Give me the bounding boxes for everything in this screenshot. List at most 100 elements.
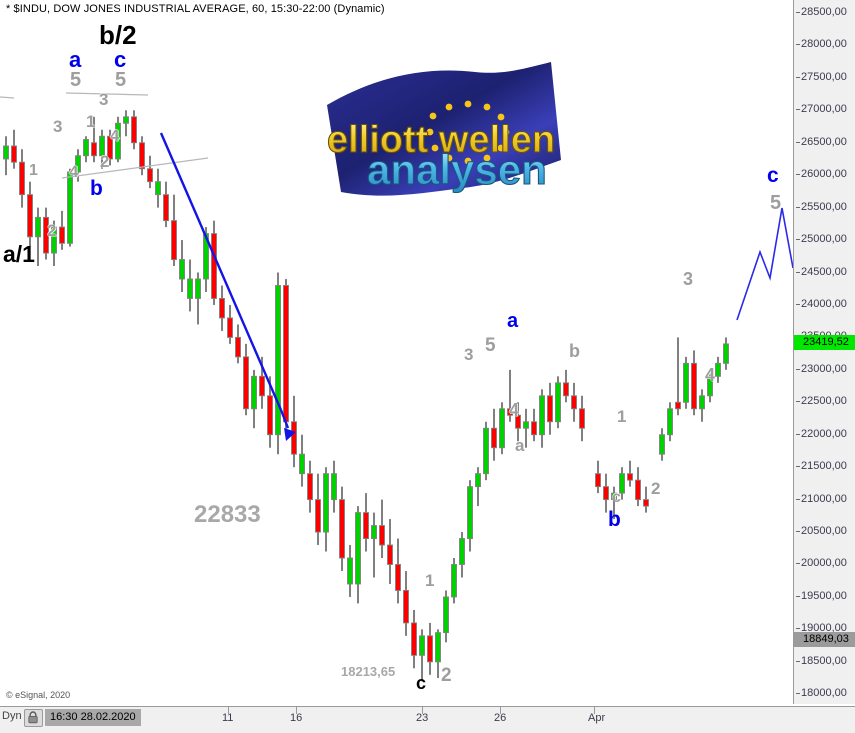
candle-body: [523, 421, 529, 429]
candle-body: [123, 116, 129, 124]
wave-label: c: [416, 673, 427, 693]
time-tick-label: 11: [222, 712, 234, 724]
wave-label: 1: [29, 162, 38, 179]
candle-body: [675, 401, 681, 410]
left-tick-line: [0, 96, 15, 99]
candle-body: [691, 362, 697, 410]
candle-body: [99, 135, 105, 157]
candle-body: [243, 356, 249, 410]
eu-stars: [426, 100, 510, 165]
time-tick-separator: [422, 707, 423, 714]
candle-body: [307, 473, 313, 501]
candle-body: [427, 635, 433, 663]
candlestick-canvas: [0, 92, 793, 682]
candle-body: [627, 473, 633, 481]
candle-body: [395, 564, 401, 591]
candle-body: [475, 473, 481, 488]
candle-body: [163, 194, 169, 222]
price-tick: 26000,00: [794, 168, 855, 182]
candle-body: [259, 375, 265, 397]
candle-body: [67, 171, 73, 244]
channel-lines: [0, 92, 209, 179]
copyright-notice: © eSignal, 2020: [6, 690, 71, 700]
price-tick: 22000,00: [794, 428, 855, 442]
time-tick-label: 26: [494, 712, 507, 724]
chart-plot-area[interactable]: elliott wellen analysen b/2 a c 5 5 3 3 1 4 1 4 2 b 2…: [0, 0, 793, 704]
candle-body: [707, 375, 713, 397]
candle-body: [635, 479, 641, 501]
last-price-tag: 23419,52: [794, 335, 855, 351]
wave-label: b: [569, 341, 580, 361]
time-axis[interactable]: 11 16 23 26 Apr: [0, 706, 855, 733]
candle-body: [179, 259, 185, 280]
wave-label: b/2: [99, 20, 137, 50]
lock-icon[interactable]: [24, 709, 43, 727]
time-tick-separator: [500, 707, 501, 714]
chart-title: * $INDU, DOW JONES INDUSTRIAL AVERAGE, 6…: [6, 3, 385, 15]
wave-label: 5: [115, 69, 127, 91]
candle-body: [11, 145, 17, 163]
price-tick: 19500,00: [794, 590, 855, 604]
wave-label: a: [507, 310, 519, 332]
candle-body: [91, 142, 97, 157]
candle-body: [203, 233, 209, 280]
candle-body: [35, 216, 41, 238]
secondary-price-value: 18849,03: [803, 632, 849, 645]
price-tick: 25000,00: [794, 233, 855, 247]
time-tick-label: 16: [290, 712, 303, 724]
price-tick: 21000,00: [794, 493, 855, 507]
price-tick: 25500,00: [794, 201, 855, 215]
candle-body: [555, 382, 561, 423]
logo-line1: elliott wellen: [327, 119, 555, 161]
price-tick: 27000,00: [794, 103, 855, 117]
candle-body: [387, 544, 393, 565]
candle-body: [619, 473, 625, 494]
wave-label: 2: [100, 152, 110, 171]
candle-body: [483, 427, 489, 475]
candle-body: [459, 538, 465, 565]
candle-body: [699, 395, 705, 410]
candle-body: [107, 135, 113, 160]
candle-body: [235, 336, 241, 358]
wave-label: 18213,65: [341, 664, 396, 679]
candle-body: [147, 168, 153, 183]
price-axis[interactable]: 28500,00 28000,00 27500,00 27000,00 26500,00…: [793, 0, 855, 704]
logo-line2: analysen: [367, 146, 547, 193]
candle-body: [571, 395, 577, 410]
wave-label: 4: [69, 162, 79, 181]
candle-body: [499, 408, 505, 449]
price-tick: 24000,00: [794, 298, 855, 312]
price-tick: 19000,00: [794, 622, 855, 636]
candle-body: [339, 499, 345, 559]
wave-label: 2: [47, 221, 57, 240]
candle-body: [451, 564, 457, 598]
candle-body: [211, 233, 217, 299]
time-tick-separator: [296, 707, 297, 714]
candle-body: [139, 142, 145, 170]
price-tick: 20000,00: [794, 557, 855, 571]
candle-body: [171, 220, 177, 260]
wave-label: 4: [110, 126, 120, 145]
price-tick: 20500,00: [794, 525, 855, 539]
wave-label: c: [767, 164, 779, 187]
candle-body: [347, 557, 353, 585]
wave-label: 5: [770, 192, 782, 214]
candle-body: [251, 375, 257, 410]
candle-body: [219, 298, 225, 319]
lower-channel-line: [61, 157, 209, 179]
candle-body: [283, 285, 289, 423]
time-cursor-readout: 16:30 28.02.2020: [45, 709, 141, 726]
candle-body: [131, 116, 137, 144]
price-tick: 18000,00: [794, 687, 855, 701]
secondary-price-tag: 18849,03: [794, 631, 855, 647]
candle-body: [43, 216, 49, 254]
wave-label: 1: [425, 571, 435, 590]
candle-body: [539, 395, 545, 436]
candle-body: [267, 395, 273, 436]
candle-body: [187, 278, 193, 299]
wave-label: 3: [464, 345, 474, 364]
wave-label: 2: [441, 665, 452, 686]
candle-body: [155, 181, 161, 196]
time-tick-separator: [594, 707, 595, 714]
